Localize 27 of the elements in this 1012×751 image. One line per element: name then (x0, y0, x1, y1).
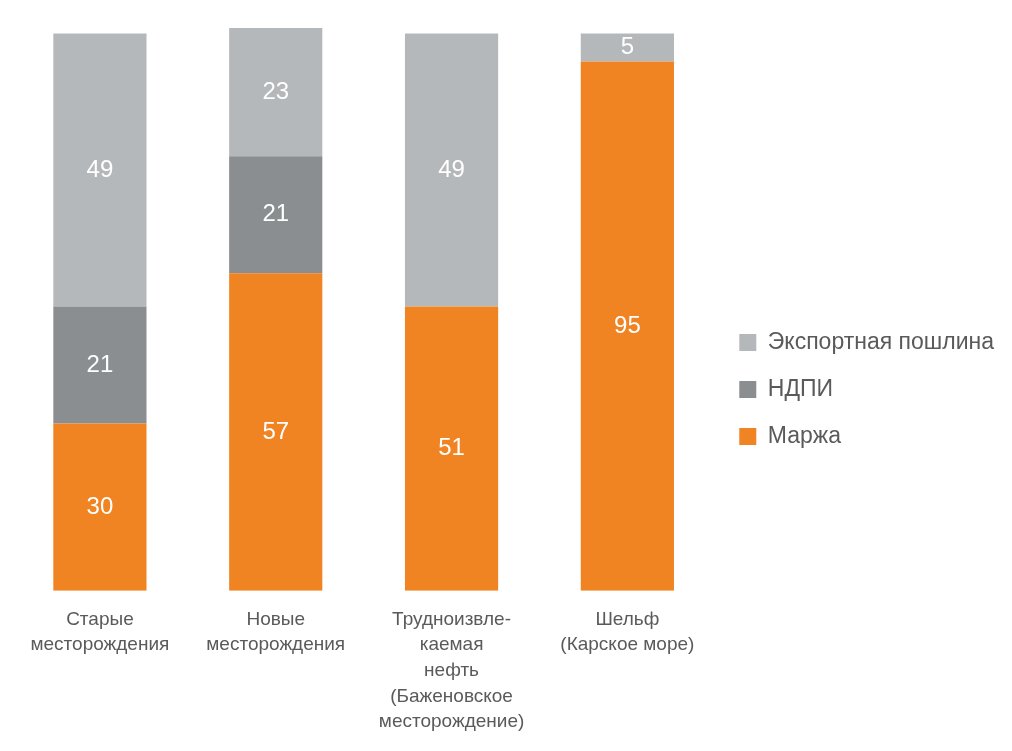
data-label: 95 (614, 310, 641, 338)
legend-label: Экспортная пошлина (767, 327, 995, 354)
bar (229, 156, 323, 274)
x-tick-label: Старые месторождения (30, 607, 170, 655)
bar (229, 28, 323, 157)
bar (53, 423, 147, 591)
x-tick-label: Трудноизвле- каемая нефть (Баженовское месторождение) (378, 607, 525, 732)
legend-label: НДПИ (767, 374, 834, 401)
data-label: 49 (438, 154, 465, 182)
data-label: 5 (620, 32, 635, 60)
bar (404, 33, 499, 307)
bar (229, 273, 323, 591)
data-label: 23 (262, 76, 290, 104)
bar (53, 33, 147, 307)
bar (580, 33, 674, 62)
data-label: 51 (438, 433, 465, 461)
data-label: 30 (86, 491, 114, 519)
x-tick-label: Шельф (Карское море) (560, 607, 695, 655)
bar (53, 306, 147, 424)
bar (404, 306, 499, 591)
data-label: 21 (86, 349, 114, 377)
data-label: 49 (86, 154, 114, 182)
data-label: 21 (262, 199, 290, 227)
legend-label: Маржа (767, 421, 842, 448)
data-label: 57 (262, 416, 290, 444)
x-tick-label: Новые месторождения (206, 607, 346, 655)
bar (580, 61, 674, 591)
